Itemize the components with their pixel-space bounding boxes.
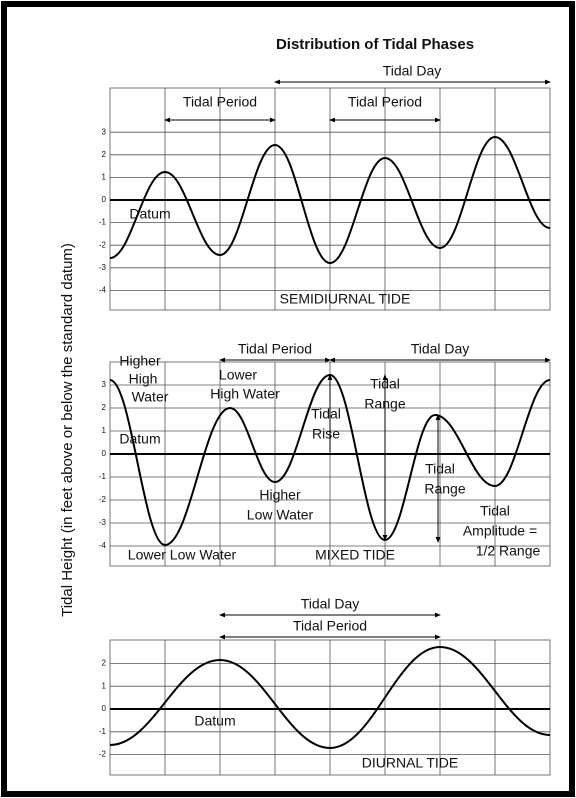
tick-label: 3 (102, 127, 107, 136)
tick-label: -2 (99, 750, 107, 759)
label: Tidal (425, 461, 455, 477)
tick-label: 2 (102, 403, 107, 412)
label: Datum (129, 206, 170, 222)
label: Higher (119, 353, 161, 369)
title: Distribution of Tidal Phases (276, 36, 474, 53)
panel: -4 -3 -2 -1 0 1 2 3 Tidal Period Tidal Day High… (99, 341, 551, 567)
tick-label: 1 (102, 426, 107, 435)
panel: -4 -3 -2 -1 0 1 2 3 Tidal Day Tidal Period Tida… (99, 63, 551, 311)
tick-label: 2 (102, 150, 107, 159)
panel-name: MIXED TIDE (315, 547, 395, 563)
tick-label: -3 (99, 263, 107, 272)
label: Amplitude = (463, 523, 537, 539)
label: Tidal (311, 406, 341, 422)
panel-name: SEMIDIURNAL TIDE (280, 291, 411, 307)
label: High Water (210, 386, 280, 402)
tick-label: 3 (102, 380, 107, 389)
tick-label: -2 (99, 495, 107, 504)
tick-label: -3 (99, 518, 107, 527)
tick-label: -1 (99, 218, 107, 227)
tick-label: 0 (102, 704, 107, 713)
label: Tidal Day (383, 63, 442, 79)
label: Datum (194, 713, 235, 729)
tick-label: 0 (102, 449, 107, 458)
y-axis-label: Tidal Height (in feet above or below the… (59, 243, 76, 617)
label: 1/2 Range (476, 543, 541, 559)
label: Lower Low Water (128, 547, 237, 563)
label: Tidal Day (411, 341, 470, 357)
label: Higher (259, 487, 301, 503)
tick-label: 0 (102, 195, 107, 204)
curve (109, 645, 551, 750)
label: Tidal Period (293, 618, 367, 634)
label: Low Water (247, 507, 314, 523)
curve (109, 135, 551, 265)
label: High (129, 371, 158, 387)
label: Datum (119, 431, 160, 447)
tick-label: 2 (102, 659, 107, 668)
tick-label: 1 (102, 173, 107, 182)
label: Water (132, 389, 169, 405)
label: Rise (312, 426, 340, 442)
tick-label: -4 (99, 286, 107, 295)
label: Tidal Period (238, 341, 312, 357)
tick-label: -4 (99, 541, 107, 550)
tick-label: -2 (99, 240, 107, 249)
panel-name: DIURNAL TIDE (362, 755, 458, 771)
tick-label: 1 (102, 681, 107, 690)
label: Lower (219, 367, 257, 383)
label: Tidal Period (183, 94, 257, 110)
tick-label: -1 (99, 727, 107, 736)
label: Tidal Period (348, 94, 422, 110)
tick-label: -1 (99, 472, 107, 481)
panel: -2 -1 0 1 2 Tidal Day Tidal Period Datum DIU… (99, 596, 551, 776)
label: Tidal Day (301, 596, 360, 612)
label: Tidal (480, 503, 510, 519)
label: Range (424, 481, 465, 497)
